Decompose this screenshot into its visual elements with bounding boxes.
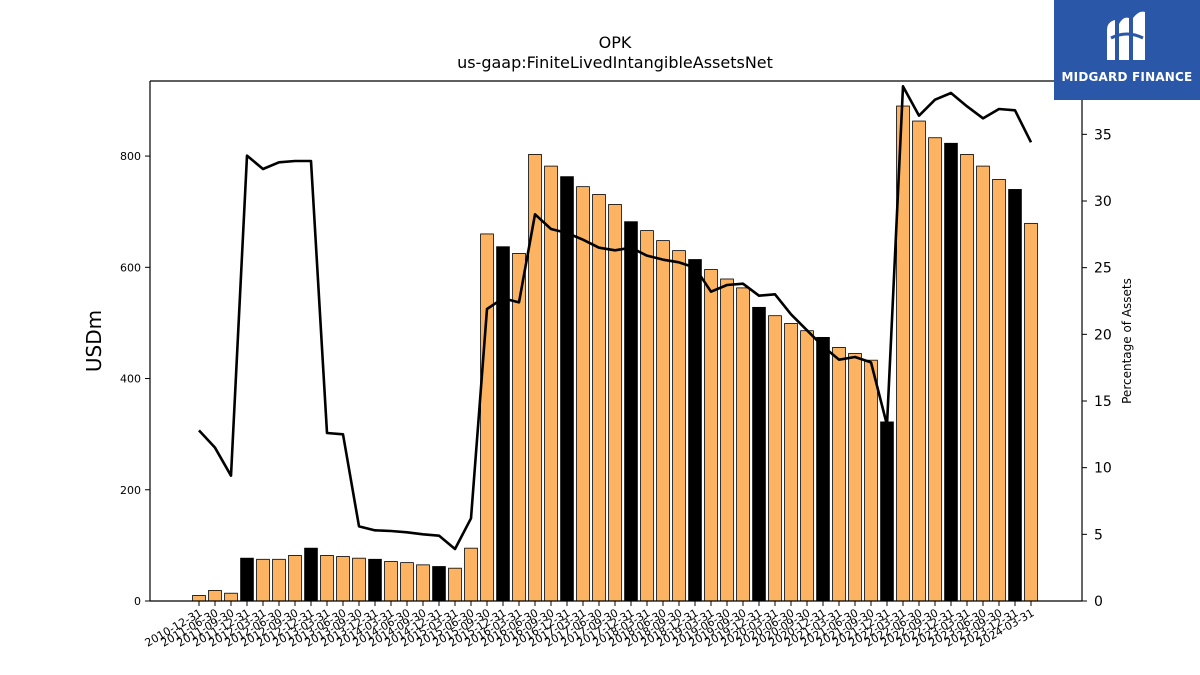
bar [720,278,734,602]
axes [149,80,1083,602]
y2-tick-label: 20 [1094,327,1112,343]
bar [576,186,590,602]
bar [944,142,958,602]
bar [432,566,446,602]
bar [192,595,206,602]
y2-axis-label: Percentage of Assets [1120,278,1134,404]
bar [864,359,878,602]
bars [192,105,1038,602]
bar [272,558,286,602]
bar [1024,222,1038,602]
bar [688,259,702,602]
bar [624,221,638,602]
bar [304,547,318,602]
bar [816,336,830,602]
bar [992,179,1006,602]
bar [256,558,270,602]
y-tick-label: 400 [120,373,141,386]
brand-name: MIDGARD FINANCE [1061,70,1193,84]
bar [416,564,430,602]
y2-tick-label: 25 [1094,261,1112,277]
bar [752,306,766,602]
bar [240,557,254,602]
bar [592,194,606,602]
bar [832,346,846,602]
bar [224,592,238,602]
bar [384,561,398,602]
bar [208,590,222,602]
bar [848,353,862,602]
bar [784,323,798,602]
x-ticks: 2010-12-312011-06-302011-09-302011-12-31… [143,601,1037,650]
bar [640,230,654,602]
bar [800,330,814,602]
midgard-logo-icon [1107,11,1145,61]
bar [400,562,414,602]
y2-tick-label: 10 [1094,461,1112,477]
chart-subtitle: us-gaap:FiniteLivedIntangibleAssetsNet [457,53,773,72]
bar [880,421,894,602]
bar [368,558,382,602]
bar [656,240,670,602]
bar [1008,189,1022,602]
y2-tick-label: 15 [1094,394,1112,410]
bar [672,250,686,602]
y2-tick-label: 30 [1094,194,1112,210]
bar [288,555,302,602]
bar [912,120,926,602]
bar [336,556,350,602]
bar [480,233,494,602]
bar [736,287,750,602]
bar [768,315,782,602]
chart-title: OPK [599,33,632,52]
brand-logo: MIDGARD FINANCE [1054,0,1200,100]
bar [512,253,526,602]
line-layer [198,85,1033,551]
percentage-line [198,85,1033,551]
y-tick-label: 200 [120,484,141,497]
y-ticks-right: 0 5 10 15 20 25 30 35 [1082,127,1112,610]
bar [352,557,366,602]
bar [560,176,574,602]
bar [464,547,478,602]
y-tick-label: 0 [134,595,141,608]
y2-tick-label: 0 [1094,594,1103,610]
y-tick-label: 800 [120,150,141,163]
y-axis-label: USDm [82,310,106,372]
bar [608,204,622,602]
bar [320,555,334,602]
bar [704,269,718,602]
bar [976,165,990,602]
bar [448,567,462,602]
y-ticks-left: 0 200 400 600 800 [120,150,150,608]
y2-tick-label: 5 [1094,527,1103,543]
bar [960,154,974,602]
y-tick-label: 600 [120,261,141,274]
y2-tick-label: 35 [1094,127,1112,143]
bar [928,137,942,602]
